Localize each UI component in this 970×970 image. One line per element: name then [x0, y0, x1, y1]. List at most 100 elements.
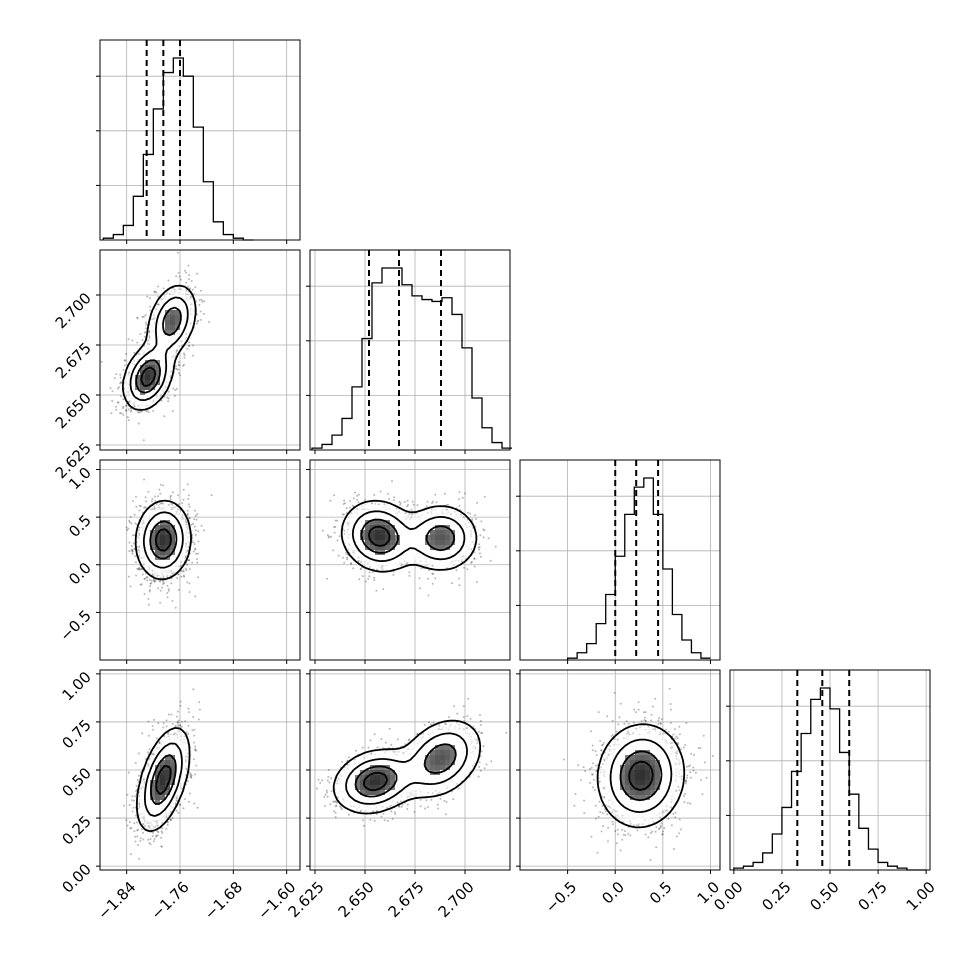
- density-cell: [185, 285, 191, 291]
- sample-point: [138, 554, 141, 557]
- sample-point: [332, 549, 335, 552]
- sample-point: [382, 588, 385, 591]
- sample-point: [148, 590, 151, 593]
- density-cell: [135, 540, 141, 546]
- sample-point: [182, 570, 185, 573]
- density-cell: [175, 530, 181, 536]
- sample-point: [195, 552, 198, 555]
- sample-point: [343, 513, 345, 516]
- sample-point: [177, 361, 180, 364]
- density-cell: [140, 540, 146, 546]
- sample-point: [124, 408, 127, 411]
- density-cell: [180, 560, 186, 566]
- sample-point: [123, 359, 126, 362]
- sample-point: [185, 290, 187, 293]
- density-cell: [145, 340, 151, 346]
- sample-point: [471, 540, 474, 543]
- sample-point: [143, 578, 146, 580]
- sample-point: [458, 584, 461, 587]
- sample-point: [174, 365, 177, 368]
- sample-point: [464, 492, 467, 495]
- sample-point: [174, 389, 177, 392]
- sample-point: [147, 411, 150, 414]
- sample-point: [142, 315, 145, 318]
- density-cell: [155, 540, 161, 546]
- sample-point: [170, 502, 173, 505]
- sample-point: [357, 501, 360, 504]
- density-cell: [150, 395, 156, 401]
- density-cell: [160, 540, 166, 546]
- sample-point: [473, 551, 476, 554]
- density-cell: [165, 500, 171, 506]
- sample-point: [113, 377, 116, 379]
- sample-point: [431, 502, 433, 505]
- sample-point: [131, 549, 134, 552]
- density-cell: [175, 345, 181, 351]
- sample-point: [469, 533, 472, 535]
- panel-background: [100, 250, 300, 450]
- sample-point: [450, 582, 453, 585]
- sample-point: [201, 300, 204, 303]
- density-cell: [155, 505, 161, 511]
- density-cell: [150, 520, 156, 526]
- density-cell: [145, 395, 151, 401]
- sample-point: [346, 523, 349, 526]
- density-cell: [155, 525, 161, 531]
- sample-point: [176, 251, 179, 254]
- sample-point: [462, 516, 465, 519]
- density-cell: [175, 505, 181, 511]
- density-cell: [145, 540, 151, 546]
- density-cell: [145, 355, 151, 361]
- sample-point: [122, 398, 125, 401]
- sample-point: [159, 589, 162, 592]
- sample-point: [172, 387, 175, 390]
- sample-point: [127, 527, 130, 530]
- density-cell: [185, 550, 191, 556]
- density-cell: [135, 545, 141, 551]
- density-cell: [155, 570, 161, 576]
- sample-point: [447, 503, 449, 506]
- sample-point: [194, 548, 197, 551]
- sample-point: [193, 543, 196, 546]
- density-cell: [185, 325, 191, 331]
- sample-point: [171, 410, 174, 412]
- sample-point: [387, 492, 390, 495]
- sample-point: [134, 561, 137, 564]
- sample-point: [411, 500, 414, 503]
- sample-point: [129, 515, 132, 518]
- sample-point: [406, 563, 409, 566]
- sample-point: [126, 416, 129, 419]
- sample-point: [115, 373, 118, 376]
- sample-point: [150, 582, 153, 585]
- density-cell: [165, 365, 171, 371]
- density-cell: [155, 320, 161, 326]
- sample-point: [125, 352, 127, 355]
- sample-point: [478, 552, 481, 555]
- sample-point: [178, 372, 180, 375]
- density-cell: [175, 310, 181, 316]
- sample-point: [122, 413, 125, 416]
- density-cell: [145, 535, 151, 541]
- sample-point: [137, 568, 140, 570]
- density-cell: [180, 525, 186, 531]
- sample-point: [177, 364, 180, 366]
- density-cell: [160, 520, 166, 526]
- sample-point: [178, 275, 181, 278]
- density-cell: [150, 565, 156, 571]
- sample-point: [336, 519, 339, 522]
- sample-point: [197, 576, 200, 579]
- sample-point: [194, 529, 197, 532]
- sample-point: [185, 569, 188, 572]
- sample-point: [154, 499, 157, 502]
- density-cell: [160, 515, 166, 521]
- sample-point: [188, 274, 191, 277]
- histogram-panel-2: [516, 459, 721, 664]
- density-cell: [170, 565, 176, 571]
- density-cell: [185, 545, 191, 551]
- sample-point: [175, 349, 178, 352]
- sample-point: [166, 596, 169, 599]
- sample-point: [326, 534, 329, 537]
- sample-point: [154, 495, 157, 498]
- density-cell: [140, 525, 146, 531]
